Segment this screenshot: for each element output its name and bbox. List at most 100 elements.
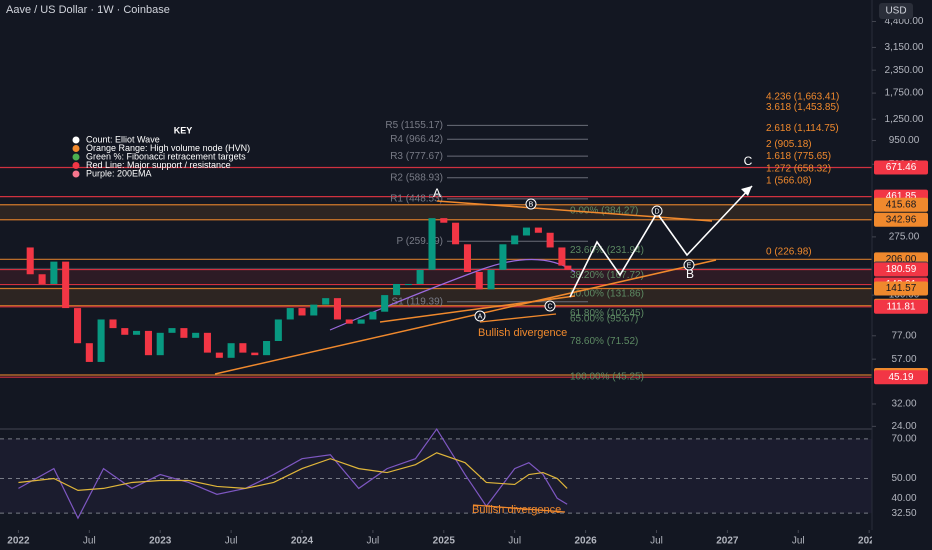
price-tag [874, 281, 928, 296]
rsi-tick-label: 50.00 [891, 473, 916, 484]
pivot-label: R5 (1155.17) [385, 120, 443, 131]
candle [511, 235, 519, 245]
fib-retracement-label: 50.00% (131.86) [570, 289, 644, 300]
x-tick-label: Jul [792, 536, 805, 547]
price-tag-label: 342.96 [886, 214, 917, 225]
y-tick-label: 57.00 [891, 354, 916, 365]
wave-circle [683, 259, 695, 271]
x-tick-label: 2023 [149, 536, 172, 547]
candle [144, 330, 152, 356]
candle [310, 304, 318, 316]
candle [475, 272, 483, 290]
candle [381, 295, 389, 312]
y-tick-label: 1,250.00 [885, 114, 924, 125]
x-tick-label: Jul [83, 536, 96, 547]
candle [133, 330, 141, 335]
candle [440, 218, 448, 223]
candle [227, 343, 235, 358]
x-tick-label: Jul [225, 536, 238, 547]
candle [333, 298, 341, 320]
pivot-label: R3 (777.67) [390, 151, 443, 162]
pivot-label: R2 (588.93) [390, 172, 443, 183]
candle [97, 319, 105, 362]
wave-label-circled: A [478, 313, 483, 320]
candle [357, 319, 365, 324]
candle [298, 308, 306, 316]
price-tag-label: 206.00 [886, 254, 917, 265]
price-tag-label: 111.81 [886, 301, 916, 312]
key-item: Green %: Fibonacci retracement targets [86, 151, 246, 161]
price-tag-label: 415.68 [886, 199, 917, 210]
candle [156, 332, 164, 356]
wave-label: A [433, 186, 441, 200]
fib-retracement-label: 78.60% (71.52) [570, 336, 638, 347]
fib-retracement-label: 61.80% (102.45) [570, 308, 644, 319]
candle [215, 352, 223, 358]
wave-label-circled: D [654, 208, 659, 215]
y-tick-label: 24.00 [891, 421, 916, 432]
wave-label: B [686, 267, 694, 281]
wave-label: C [744, 154, 753, 168]
trendline [214, 259, 717, 375]
key-item: Orange Range: High volume node (HVN) [86, 143, 250, 153]
trendline [379, 295, 576, 323]
y-tick-label: 4,400.00 [885, 16, 924, 27]
candle [50, 261, 58, 284]
x-tick-label: 2028 [858, 536, 881, 547]
level-zone [0, 204, 872, 220]
fib-extension-label: 4.236 (1,663.41) [766, 92, 839, 103]
fib-extension-label: 1.272 (658.32) [766, 164, 831, 175]
candle [463, 244, 472, 273]
ema-line [329, 258, 576, 331]
candle [546, 232, 554, 248]
fib-retracement-label: 65.00% (95.67) [570, 314, 638, 325]
price-tag-label: 141.57 [886, 283, 917, 294]
pivot-label: R4 (966.42) [390, 134, 443, 145]
price-tag [874, 197, 928, 212]
candle [121, 328, 129, 335]
candle [203, 332, 211, 353]
candle [192, 332, 200, 338]
y-tick-label: 1,750.00 [885, 88, 924, 99]
price-tag-label: 671.46 [886, 162, 917, 173]
wave-circle [651, 205, 663, 217]
price-tag [874, 370, 928, 385]
y-tick-label: 950.00 [889, 135, 920, 146]
key-title: KEY [174, 125, 193, 135]
x-tick-label: 2024 [291, 536, 314, 547]
fib-retracement-label: 0.00% (384.27) [570, 206, 638, 217]
rsi-line [18, 427, 568, 520]
x-tick-label: 2022 [7, 536, 30, 547]
candle [263, 341, 271, 356]
candle [322, 298, 330, 305]
candle [180, 328, 188, 338]
key-item: Purple: 200EMA [86, 168, 152, 178]
candle [85, 343, 93, 362]
candle [239, 343, 247, 353]
trendline [436, 200, 713, 222]
price-tag-label: 180.59 [886, 264, 917, 275]
fib-retracement-label: 23.60% (231.94) [570, 245, 644, 256]
price-tag [874, 212, 928, 227]
candle [564, 265, 572, 270]
candle [251, 352, 259, 356]
x-tick-label: Jul [508, 536, 521, 547]
candle [404, 283, 412, 285]
price-tag [874, 299, 928, 314]
fib-extension-label: 3.618 (1,453.85) [766, 102, 839, 113]
fib-extension-label: 2 (905.18) [766, 139, 812, 150]
divergence-arrow [472, 504, 566, 513]
fib-retracement-label: 38.20% (167.72) [570, 270, 644, 281]
y-tick-label: 2,350.00 [885, 65, 924, 76]
chart-title: Aave / US Dollar · 1W · Coinbase [6, 4, 170, 16]
plot-area: 2022 Jul 2023 Jul 2024 Jul 2025 Jul 2026 Jul 2027 J… [0, 92, 881, 547]
pivot-label: S1 (119.39) [391, 296, 443, 307]
key-dot [72, 170, 80, 178]
candle [428, 218, 436, 270]
arrow-head [741, 186, 752, 196]
currency-box [879, 3, 913, 19]
level-zone [0, 288, 872, 306]
wave-circle [525, 198, 537, 210]
fib-extension-label: 1 (566.08) [766, 175, 812, 186]
